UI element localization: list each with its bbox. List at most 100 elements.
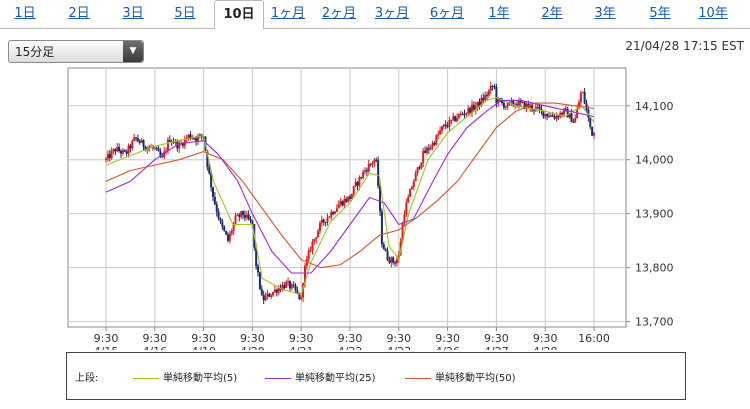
tab-9[interactable]: 1年 <box>488 6 510 21</box>
x-tick-time: 9:30 <box>191 332 216 345</box>
x-tick-date: 4/23 <box>386 345 411 350</box>
candle-body <box>531 105 534 110</box>
y-tick-label: 14,100 <box>635 100 674 113</box>
candle-body <box>328 216 331 218</box>
sma-line-1 <box>105 99 595 274</box>
candle-body <box>144 146 147 151</box>
candle-body <box>349 196 351 199</box>
candle-body <box>536 106 539 108</box>
tab-3[interactable]: 5日 <box>174 6 196 21</box>
candle-body <box>181 143 184 146</box>
candle-body <box>534 107 537 111</box>
candle-body <box>394 262 397 264</box>
candle-body <box>108 153 111 159</box>
tab-11[interactable]: 3年 <box>594 6 616 21</box>
tab-13[interactable]: 10年 <box>698 6 728 21</box>
candle-body <box>467 108 470 113</box>
candle-body <box>427 148 430 150</box>
candle-body <box>437 134 440 136</box>
legend-label-sma25: 単純移動平均(25) <box>295 373 376 384</box>
candle-body <box>547 116 550 118</box>
tab-7[interactable]: 3ヶ月 <box>374 6 410 21</box>
candle-body <box>285 281 288 288</box>
tab-5[interactable]: 1ヶ月 <box>270 6 306 21</box>
tab-10[interactable]: 2年 <box>541 6 563 21</box>
candle-body <box>121 150 124 154</box>
candle-body <box>221 221 224 227</box>
candle-body <box>549 115 552 117</box>
interval-select[interactable]: 15分足 ▼ <box>8 40 144 63</box>
candle-body <box>497 98 500 104</box>
tab-2[interactable]: 3日 <box>122 6 144 21</box>
candle-body <box>577 102 580 109</box>
candle-body <box>168 139 171 142</box>
period-tabs: 1日 2日 3日 5日 10日 1ヶ月 2ヶ月 3ヶ月 6ヶ月 1年 2年 3年 5年 10年 <box>0 0 750 30</box>
candle-body <box>422 150 425 163</box>
candle-body <box>240 211 243 217</box>
legend-item-sma50: 単純移動平均(50) <box>405 369 516 384</box>
x-tick-time: 16:00 <box>578 332 610 345</box>
candle-body <box>161 156 164 158</box>
candle-body <box>193 138 196 140</box>
candle-body <box>579 93 582 103</box>
candle-body <box>208 166 211 174</box>
candle-body <box>264 296 267 301</box>
tab-12[interactable]: 5年 <box>649 6 671 21</box>
candle-body <box>296 290 299 293</box>
candle-body <box>225 230 228 235</box>
candle-body <box>517 100 520 107</box>
candle-body <box>401 222 404 242</box>
legend-swatch-sma50 <box>405 377 431 379</box>
candle-body <box>159 151 162 157</box>
x-tick-date: 4/26 <box>435 345 460 350</box>
candle-body <box>213 196 216 205</box>
x-tick-date: 4/15 <box>94 345 119 350</box>
candle-body <box>127 145 130 154</box>
candle-body <box>292 284 295 286</box>
candle-body <box>275 289 278 293</box>
candle-body <box>364 170 367 172</box>
tab-8[interactable]: 6ヶ月 <box>429 6 465 21</box>
candle-body <box>360 177 363 179</box>
candle-body <box>512 101 515 106</box>
candle-body <box>350 193 353 199</box>
candle-body <box>358 177 361 186</box>
candle-body <box>318 222 321 232</box>
chevron-down-icon[interactable]: ▼ <box>123 41 143 62</box>
candle-body <box>238 214 241 217</box>
tab-0[interactable]: 1日 <box>14 6 36 21</box>
candle-body <box>326 217 329 223</box>
candle-body <box>444 124 447 127</box>
candle-body <box>546 113 549 117</box>
tab-6[interactable]: 2ヶ月 <box>321 6 357 21</box>
candle-body <box>425 148 428 153</box>
candle-body <box>339 201 342 205</box>
candle-body <box>223 226 226 231</box>
candle-body <box>562 108 565 115</box>
candle-body <box>471 104 473 114</box>
candle-body <box>135 137 138 139</box>
legend-swatch-sma5 <box>133 377 159 379</box>
candle-body <box>322 219 325 223</box>
candle-body <box>281 285 284 291</box>
x-tick-time: 9:30 <box>386 332 411 345</box>
tab-1[interactable]: 2日 <box>68 6 90 21</box>
candle-body <box>538 106 541 110</box>
candle-body <box>369 164 372 166</box>
candle-body <box>165 150 168 152</box>
candle-body <box>210 173 213 188</box>
tab-4[interactable]: 10日 <box>214 0 264 29</box>
candle-body <box>414 172 417 182</box>
candle-body <box>418 167 421 169</box>
candle-body <box>405 202 408 215</box>
x-tick-time: 9:30 <box>338 332 363 345</box>
candle-body <box>557 115 560 118</box>
y-tick-label: 14,000 <box>635 154 674 167</box>
candle-body <box>516 104 519 107</box>
candle-body <box>309 250 312 252</box>
x-tick-time: 9:30 <box>435 332 460 345</box>
x-tick-date: 4/27 <box>484 345 509 350</box>
candle-body <box>431 142 434 148</box>
candle-body <box>568 113 571 118</box>
candle-body <box>373 159 376 164</box>
